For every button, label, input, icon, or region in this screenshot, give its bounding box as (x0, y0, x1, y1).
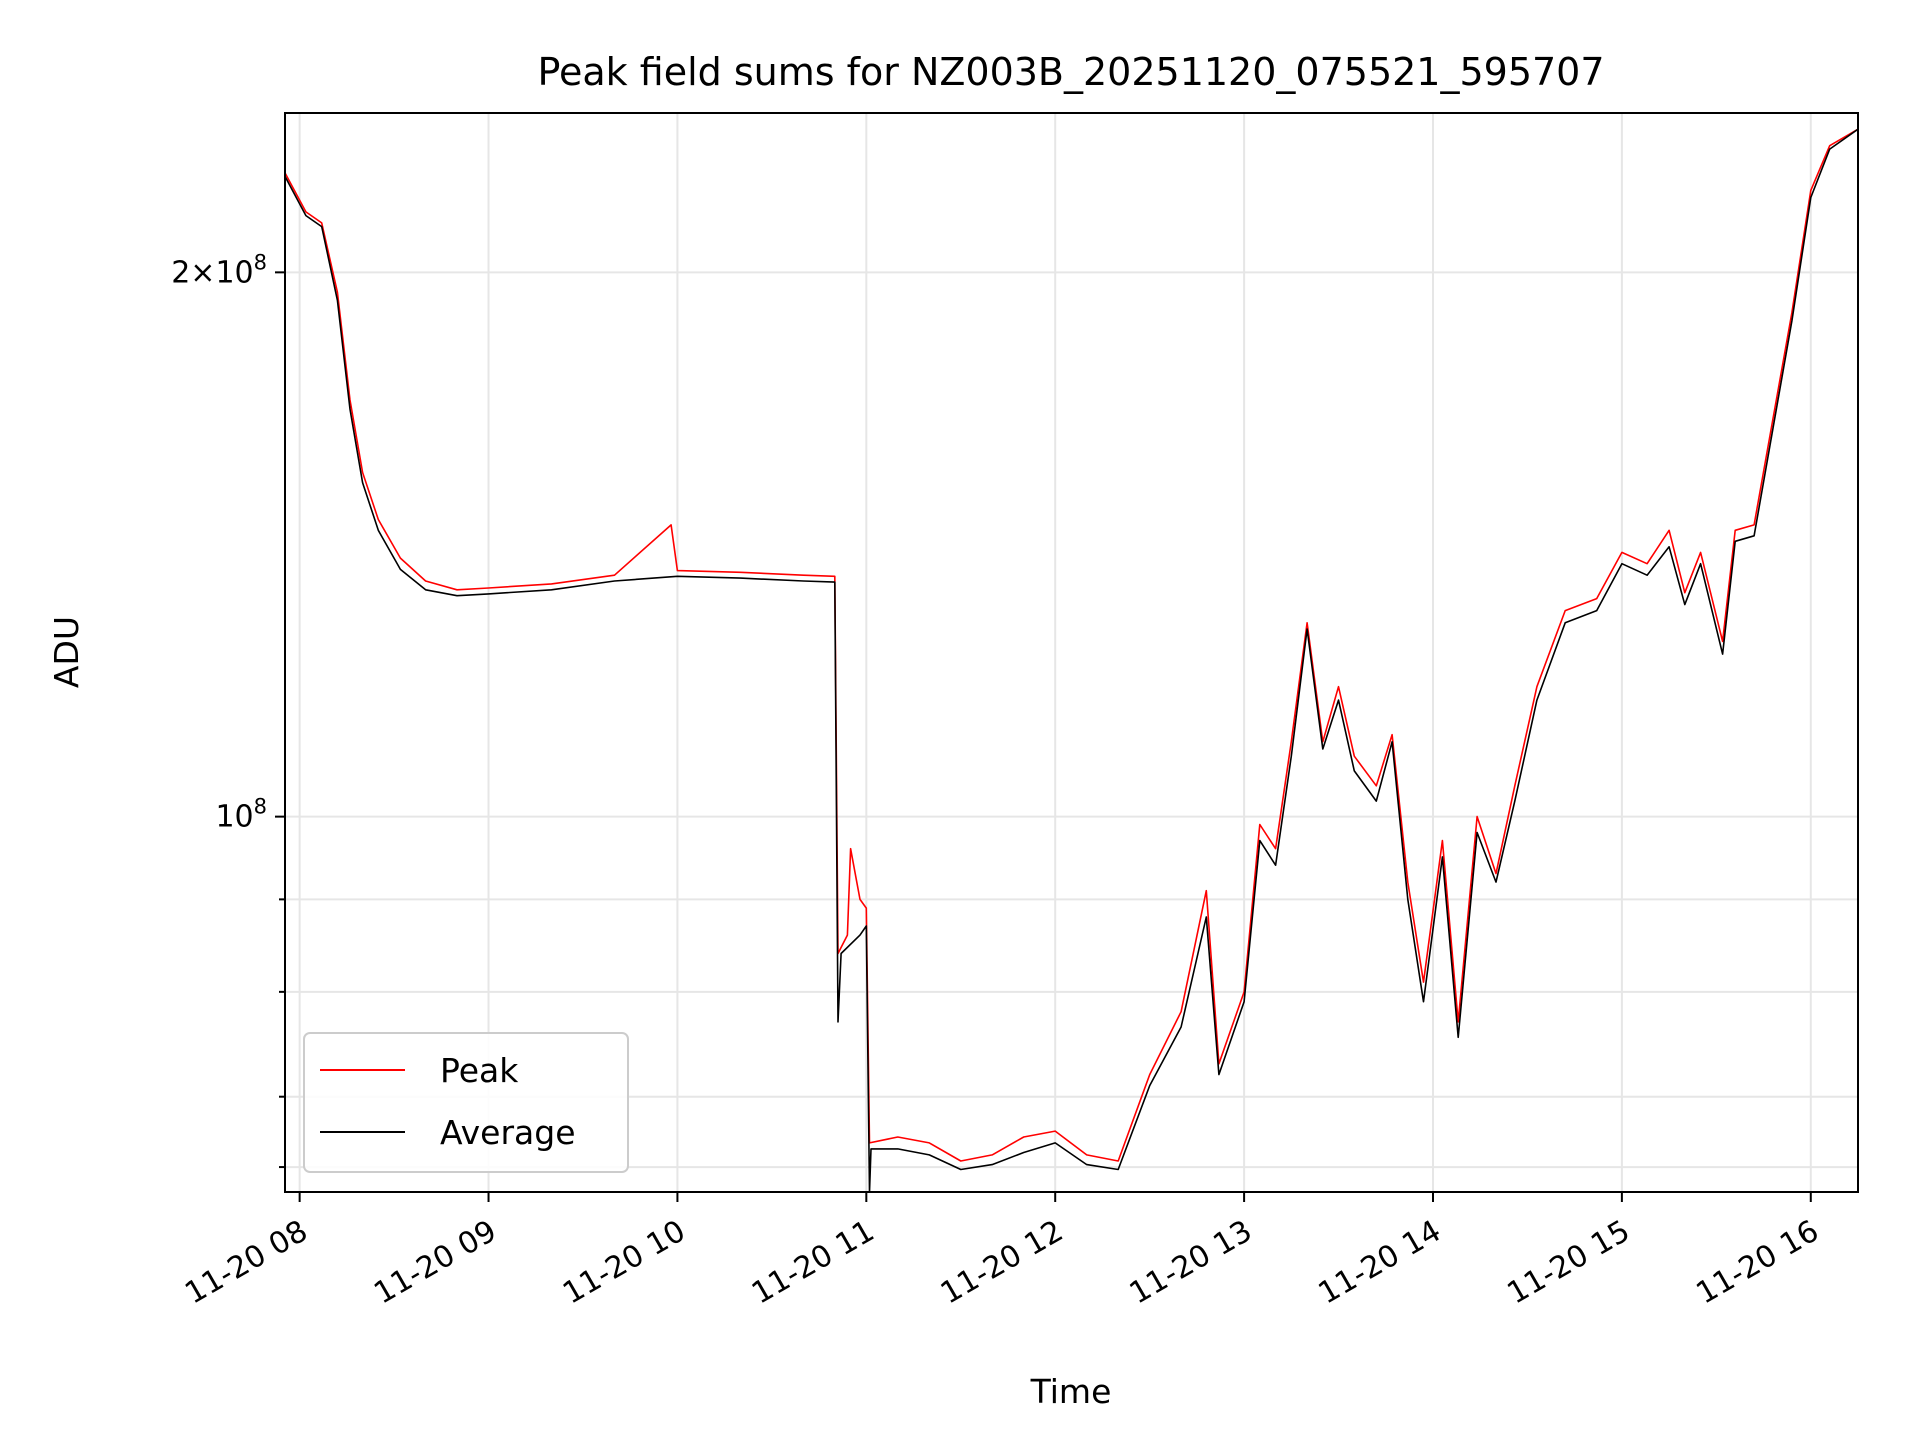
series-line-peak (284, 128, 1859, 1162)
x-axis-label: Time (1030, 1372, 1112, 1411)
y-tick-label: 108 (215, 795, 267, 835)
series-layer (284, 128, 1859, 1193)
legend-box (303, 1032, 629, 1173)
y-tick-label: 2×108 (171, 250, 267, 290)
legend-label-peak: Peak (440, 1051, 519, 1090)
legend: Peak Average (303, 1032, 629, 1173)
y-axis-label: ADU (47, 616, 86, 688)
plot-frame (284, 112, 1859, 1193)
grid (285, 113, 1858, 1192)
series-line-average (284, 128, 1859, 1193)
chart-title: Peak field sums for NZ003B_20251120_0755… (537, 50, 1604, 94)
legend-label-average: Average (440, 1113, 576, 1152)
